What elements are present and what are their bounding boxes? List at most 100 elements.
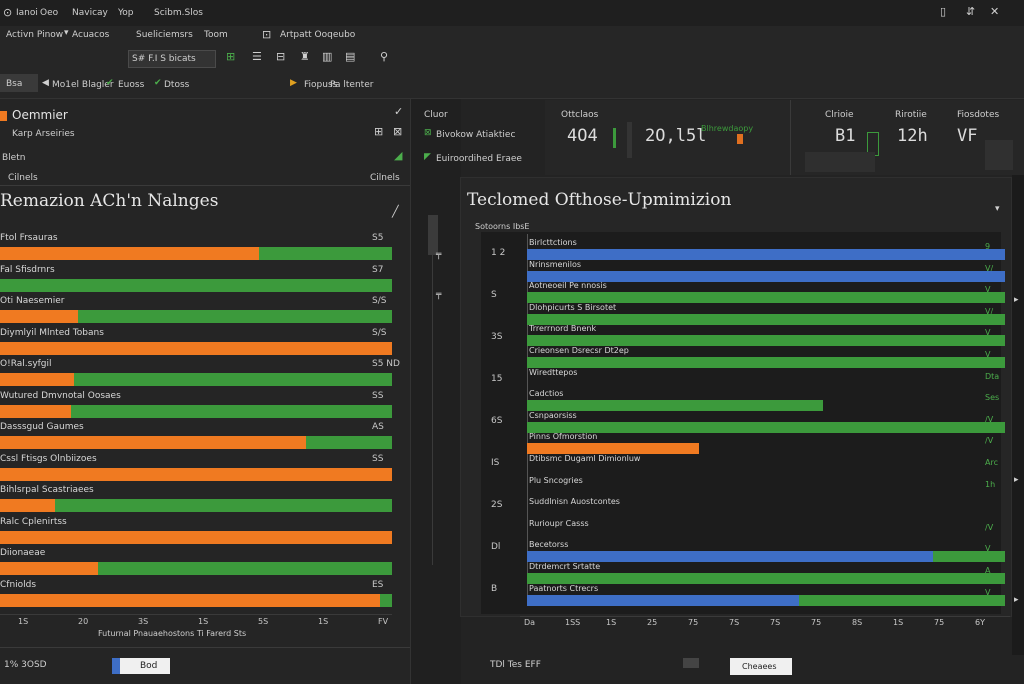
app-icon: ⊙	[3, 6, 13, 19]
middle-column	[410, 99, 461, 684]
bar	[527, 313, 1005, 325]
bar-category-label: Wiredttepos	[529, 367, 578, 377]
menu-item[interactable]: Navicay	[72, 8, 108, 18]
axis-tick-label: 5S	[258, 617, 269, 626]
toolbar-item[interactable]: Pa ltenter	[330, 80, 374, 90]
bar	[0, 373, 392, 386]
pixel-block	[805, 152, 875, 172]
scroll-icon[interactable]: ▸	[1014, 595, 1019, 605]
bar-segment-orange	[0, 341, 392, 355]
close-icon[interactable]: ✕	[990, 5, 1000, 18]
check-icon[interactable]: ✔	[154, 78, 162, 88]
bar-category-label: Rurioupr Casss	[529, 518, 589, 528]
panel-title: Oemmier	[12, 108, 68, 122]
bar-value-label: V	[985, 328, 991, 338]
more-icon[interactable]: ╱	[392, 205, 399, 218]
bar-segment-green	[527, 292, 1005, 304]
bar-value-label: /V	[985, 436, 994, 446]
toolbar-item[interactable]: Toom	[204, 30, 228, 40]
pin-icon[interactable]: ⊠	[393, 125, 403, 138]
toolbar-item[interactable]: Mo1el Blagler	[52, 80, 114, 90]
stat-sub: Blhrewdaopy	[701, 124, 754, 133]
column-icon[interactable]: ▥	[322, 50, 333, 63]
menu-item[interactable]: Oeo	[40, 8, 59, 18]
minimize-icon[interactable]: ▯	[940, 5, 947, 18]
scroll-icon[interactable]: ▸	[1014, 475, 1019, 485]
bar-segment-orange	[0, 310, 79, 323]
axis-tick-label: 75	[934, 618, 945, 627]
footer-button[interactable]	[120, 658, 170, 674]
bar	[527, 508, 1005, 519]
cursor-icon[interactable]: ◢	[394, 149, 403, 162]
maximize-icon[interactable]: ⇵	[966, 5, 976, 18]
stat-value: 12h	[897, 126, 928, 146]
dropdown-icon[interactable]: ▾	[64, 28, 69, 38]
bar	[0, 530, 392, 544]
bar-category-label: Dasssgud Gaumes	[0, 422, 84, 432]
axis-tick-label: FV	[378, 617, 389, 626]
bar	[527, 292, 1005, 304]
bar-segment-orange	[0, 404, 71, 418]
axis-tick-label: 75	[811, 618, 822, 627]
title-bar: ⊙ Ianoi Oeo Navicay Yop Scibm.Slos ▯ ⇵ ✕	[0, 0, 1024, 26]
flag-icon[interactable]: ◀	[42, 78, 49, 88]
badge	[0, 74, 38, 92]
pin-icon[interactable]: ⚲	[380, 50, 389, 63]
axis-tick-label: 7S	[729, 618, 740, 627]
bar-segment-green	[527, 313, 1005, 325]
bar-category-label: Suddlnisn Auostcontes	[529, 497, 620, 507]
bar-category-label: Aotneoeil Pe nnosis	[529, 281, 607, 291]
toolbar-item[interactable]: Dtoss	[164, 80, 190, 90]
check-icon[interactable]: ⊠	[424, 128, 432, 138]
y-tick-label: 1 2	[491, 248, 506, 258]
chevron-down-icon[interactable]: ▾	[995, 204, 1000, 214]
bar-value-label: /V	[985, 522, 994, 532]
chart-title: Teclomed Ofthose-Upmimizion	[467, 190, 732, 210]
scrollbar[interactable]: ▸ ▸ ▸	[1012, 175, 1024, 655]
axis-tick-label: 1S	[606, 618, 617, 627]
flag-icon[interactable]: ◤	[424, 152, 431, 162]
expand-icon[interactable]: ✓	[394, 105, 404, 118]
axis-tick-label: 25	[647, 618, 658, 627]
chart-subtitle: Sotoorns IbsE	[475, 222, 530, 231]
bar	[0, 310, 392, 323]
right-axis: Da 1SS 1S 25 75 7S 7S 75 8S 1S 75 6Y	[520, 618, 1020, 632]
scroll-icon[interactable]: ▸	[1014, 295, 1019, 305]
bar-category-label: Csnpaorsiss	[529, 410, 577, 420]
toolbar-item[interactable]: Fiopuss	[304, 80, 338, 90]
tab-active[interactable]	[128, 50, 216, 68]
toolbar-item[interactable]: Activn Pinow	[6, 30, 64, 40]
bar	[527, 357, 1005, 368]
chart-title: Remazion ACh'n Nalnges	[0, 191, 219, 211]
bar-value-label: V/	[985, 263, 994, 273]
panel-subtitle: Karp Arseiries	[12, 129, 75, 139]
toolbar-item[interactable]: Artpatt Ooqeubo	[280, 30, 356, 40]
bar-category-label: Bihlsrpal Scastriaees	[0, 485, 94, 495]
link-icon[interactable]: ⊡	[262, 28, 272, 41]
y-tick-label: B	[491, 584, 498, 594]
bar-category-label: Trrerrnord Bnenk	[529, 324, 597, 334]
menu-item[interactable]: Scibm.Slos	[154, 8, 203, 18]
toolbar-item[interactable]: Acuacos	[72, 30, 110, 40]
chart-icon[interactable]: ▤	[345, 50, 356, 63]
bar	[0, 499, 392, 512]
menu-item[interactable]: Yop	[118, 8, 134, 18]
bar-category-label: Crieonsen Dsrecsr Dt2ep	[529, 346, 629, 355]
bar-value-label: ES	[372, 579, 384, 590]
right-footer-button[interactable]	[730, 658, 792, 675]
list-icon[interactable]: ☰	[252, 50, 262, 63]
table-icon[interactable]: ⊟	[276, 50, 286, 63]
axis-caption: Futurnal Pnauaehostons Ti Farerd Sts	[98, 629, 247, 638]
check-icon[interactable]: ✔	[106, 78, 114, 88]
grid-icon[interactable]: ⊞	[226, 50, 236, 63]
copy-icon[interactable]: ⊞	[374, 125, 384, 138]
bar-category-label: Pinns Ofmorstion	[529, 432, 598, 442]
bar	[527, 594, 1005, 606]
bookmark-icon[interactable]: ♜	[300, 50, 310, 63]
toolbar-item[interactable]: Euoss	[118, 80, 145, 90]
play-icon[interactable]: ▶	[290, 78, 297, 88]
axis-line	[520, 616, 1010, 617]
axis-tick-label: 1S	[198, 617, 209, 626]
toolbar-item[interactable]: Sueliciemsrs	[136, 30, 193, 40]
badge-label: Bsa	[6, 79, 23, 89]
